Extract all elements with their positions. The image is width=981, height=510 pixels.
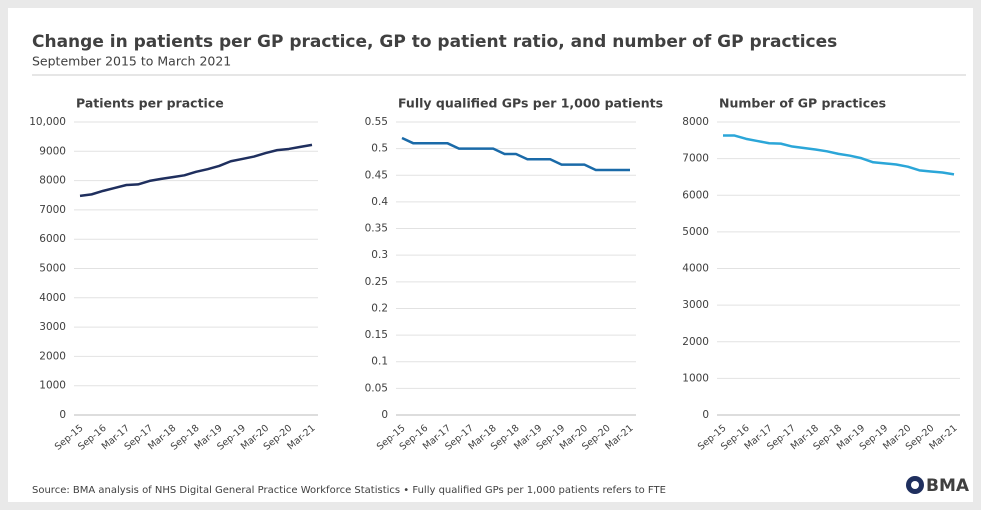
y-tick-label: 3000 (39, 321, 66, 333)
y-tick-label: 0.5 (371, 143, 388, 155)
y-tick-label: 0.1 (371, 356, 388, 368)
y-tick-label: 0.2 (371, 302, 388, 314)
y-tick-label: 0.15 (365, 329, 388, 341)
y-tick-label: 2000 (39, 350, 66, 362)
logo-text: BMA (926, 476, 970, 496)
panel-title: Number of GP practices (719, 96, 886, 111)
panel-title: Patients per practice (76, 96, 224, 111)
y-tick-label: 4000 (682, 263, 709, 275)
y-tick-label: 10,000 (29, 116, 66, 128)
y-tick-label: 7000 (39, 204, 66, 216)
y-tick-label: 0.3 (371, 249, 388, 261)
chart-title: Change in patients per GP practice, GP t… (32, 32, 837, 52)
chart-subtitle: September 2015 to March 2021 (32, 54, 231, 69)
line-series (79, 143, 313, 198)
y-tick-label: 5000 (682, 226, 709, 238)
y-tick-label: 0.05 (365, 382, 388, 394)
y-tick-label: 0.25 (365, 276, 388, 288)
y-tick-label: 0.35 (365, 223, 388, 235)
y-tick-label: 8000 (682, 116, 709, 128)
y-tick-label: 2000 (682, 336, 709, 348)
line-series (723, 134, 955, 176)
y-tick-label: 6000 (682, 189, 709, 201)
line-series (401, 136, 630, 172)
y-tick-label: 1000 (39, 380, 66, 392)
panel-title: Fully qualified GPs per 1,000 patients (398, 96, 663, 111)
y-tick-label: 0.45 (365, 169, 388, 181)
source-note: Source: BMA analysis of NHS Digital Gene… (32, 485, 666, 496)
logo-icon-inner (911, 481, 919, 489)
y-tick-label: 0 (59, 409, 66, 421)
y-tick-label: 6000 (39, 233, 66, 245)
logo: BMA (906, 476, 970, 496)
y-tick-label: 0.55 (365, 116, 388, 128)
y-tick-label: 1000 (682, 372, 709, 384)
y-tick-label: 4000 (39, 292, 66, 304)
y-tick-label: 0 (381, 409, 388, 421)
y-tick-label: 8000 (39, 175, 66, 187)
y-tick-label: 0.4 (371, 196, 388, 208)
y-tick-label: 5000 (39, 263, 66, 275)
y-tick-label: 3000 (682, 299, 709, 311)
y-tick-label: 7000 (682, 153, 709, 165)
y-tick-label: 9000 (39, 145, 66, 157)
y-tick-label: 0 (702, 409, 709, 421)
